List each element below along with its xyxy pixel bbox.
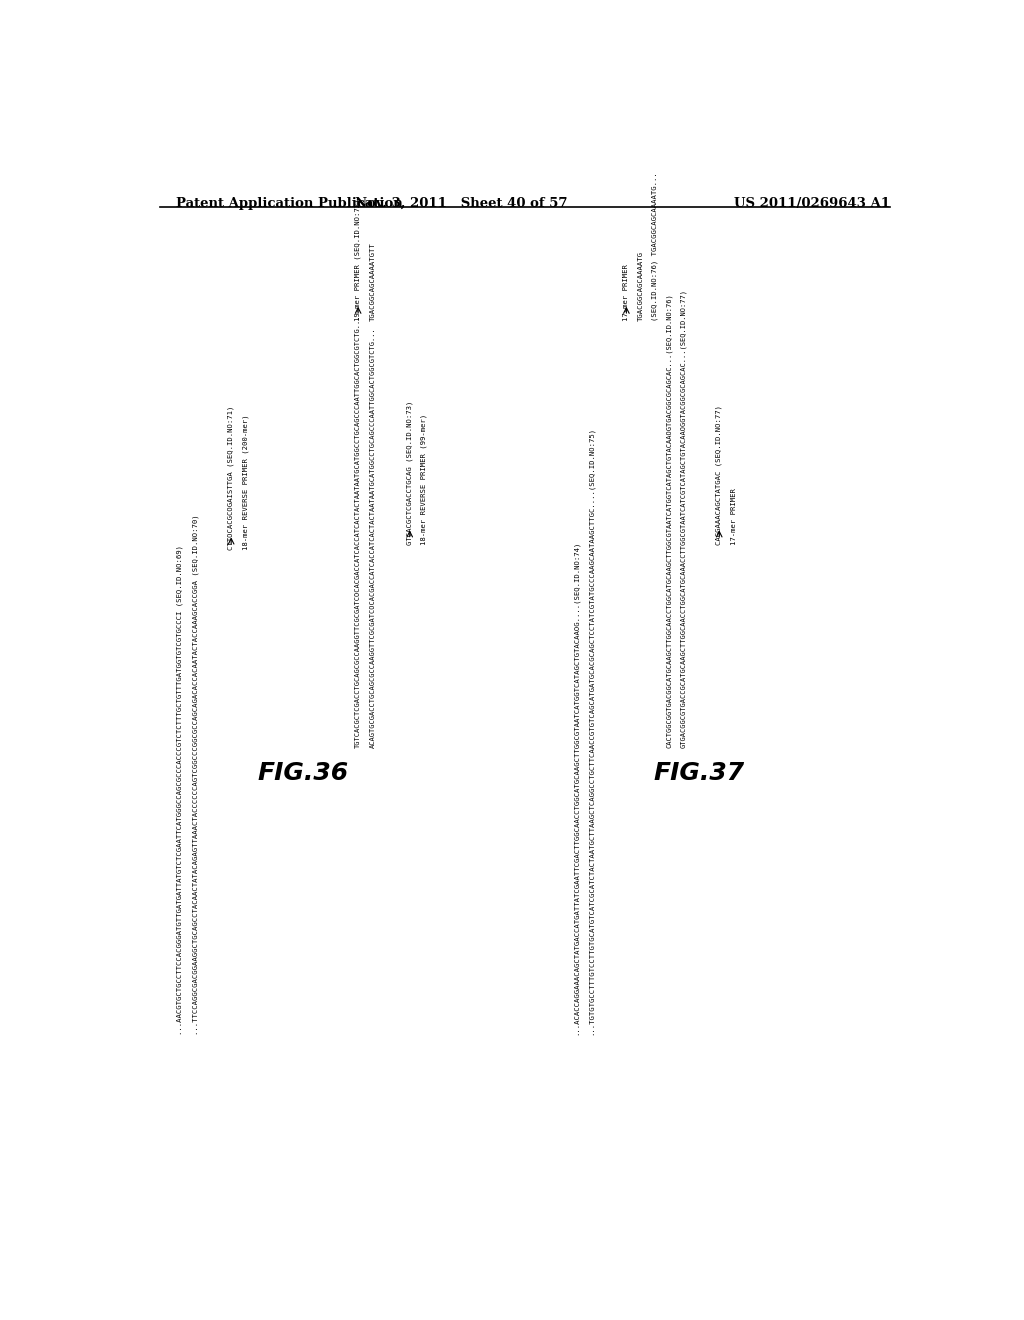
Text: 17-mer PRIMER: 17-mer PRIMER (624, 264, 630, 321)
Text: CAGGAAACAGCTATGAC (SEQ.ID.NO:77): CAGGAAACAGCTATGAC (SEQ.ID.NO:77) (716, 405, 723, 545)
Text: (SEQ.ID.NO:76) TGACGGCAGCAAAATG...: (SEQ.ID.NO:76) TGACGGCAGCAAAATG... (651, 173, 658, 321)
Text: ...TTCCAGGCGACGGAAGGCTGCAGCCTACAACTATACAGAGTTAAACTACCCCCCAGTCGGCCCGGCGCCAGCAGACA: ...TTCCAGGCGACGGAAGGCTGCAGCCTACAACTATACA… (193, 513, 199, 1035)
Text: FIG.36: FIG.36 (257, 762, 348, 785)
Text: GTCACGCTCGACCTGCAG (SEQ.ID.NO:73): GTCACGCTCGACCTGCAG (SEQ.ID.NO:73) (407, 400, 413, 545)
Text: Patent Application Publication: Patent Application Publication (176, 197, 402, 210)
Text: Nov. 3, 2011   Sheet 40 of 57: Nov. 3, 2011 Sheet 40 of 57 (355, 197, 567, 210)
Text: US 2011/0269643 A1: US 2011/0269643 A1 (734, 197, 890, 210)
Text: CACTGGCGGTGACGGCATGCAAGCTTGGCAACCTGGCATGCAAGCTTGGCGTAATCATGGTCATAGCTGTACAAOGTGAC: CACTGGCGGTGACGGCATGCAAGCTTGGCAACCTGGCATG… (666, 293, 673, 748)
Text: TGTCACGCTCGACCTGCAGCGCCAAGGTTCGCGATCOCACGACCATCACCATCACTACTAATAATGCATGGCCTGCAGCC: TGTCACGCTCGACCTGCAGCGCCAAGGTTCGCGATCOCAC… (355, 314, 361, 748)
Text: FIG.37: FIG.37 (654, 762, 744, 785)
Text: ...TGTGTGCCTTTGTCCTTGTGCATGTCATCGCATCTACTAATGCTTAAGCTCAGGCCTGCTTCAACCGTGTCAGCATG: ...TGTGTGCCTTTGTCCTTGTGCATGTCATCGCATCTAC… (588, 426, 594, 1035)
Text: TGACGGCAGCAAAATG: TGACGGCAGCAAAATG (638, 251, 644, 321)
Text: GTGACGGCGTGACCGCATGCAAGCTTGGCAACCTGGCATGCAAACCTTGGCGTAATCATCGTCATAGCTGTACAAOGGTA: GTGACGGCGTGACCGCATGCAAGCTTGGCAACCTGGCATG… (680, 289, 687, 748)
Text: 17-mer PRIMER: 17-mer PRIMER (730, 488, 736, 545)
Text: TGACGGCAGCAAAATGTT: TGACGGCAGCAAAATGTT (370, 243, 376, 321)
Text: CTTOCACGCOGAISTTGA (SEQ.ID.NO:71): CTTOCACGCOGAISTTGA (SEQ.ID.NO:71) (228, 405, 234, 549)
Text: ...AACGTGCTGCCTTCCACGGGATGTTGATGATTATGTCTCGAATTCATGGGCCAGCGCCCACCCGTCTCTTTGCTGTT: ...AACGTGCTGCCTTCCACGGGATGTTGATGATTATGTC… (176, 545, 183, 1035)
Text: 18-mer REVERSE PRIMER (99-mer): 18-mer REVERSE PRIMER (99-mer) (421, 413, 427, 545)
Text: 19-mer PRIMER (SEQ.ID.NO:72): 19-mer PRIMER (SEQ.ID.NO:72) (355, 198, 361, 321)
Text: ACAGTGCGACCTGCAGCGCCAAGGTTCGCGATCOCACGACCATCACCATCACTACTAATAATGCATGGCCTGCAGCCCAA: ACAGTGCGACCTGCAGCGCCAAGGTTCGCGATCOCACGAC… (370, 327, 376, 748)
Text: 18-mer REVERSE PRIMER (200-mer): 18-mer REVERSE PRIMER (200-mer) (243, 414, 249, 549)
Text: ...ACACCAGGAAACAGCTATGACCATGATTATCGAATTCGACTTGGCAACCTGGCATGCAAGCTTGGCGTAATCATGGT: ...ACACCAGGAAACAGCTATGACCATGATTATCGAATTC… (573, 540, 580, 1035)
